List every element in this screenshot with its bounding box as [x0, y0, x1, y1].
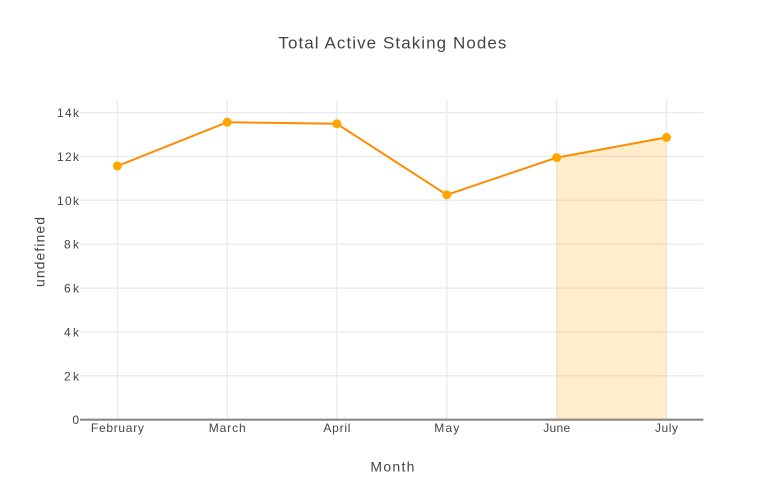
svg-text:Total Active Staking Nodes: Total Active Staking Nodes	[278, 34, 506, 53]
svg-text:June: June	[543, 421, 570, 435]
svg-text:February: February	[91, 421, 144, 435]
svg-text:July: July	[655, 421, 678, 435]
svg-text:undefined: undefined	[32, 217, 48, 287]
svg-text:March: March	[209, 421, 246, 435]
svg-text:10k: 10k	[57, 194, 80, 208]
svg-text:14k: 14k	[57, 106, 80, 120]
svg-text:April: April	[323, 421, 350, 435]
svg-text:Month: Month	[370, 459, 414, 475]
svg-text:0: 0	[72, 413, 79, 427]
svg-text:12k: 12k	[57, 150, 80, 164]
svg-text:May: May	[434, 421, 459, 435]
